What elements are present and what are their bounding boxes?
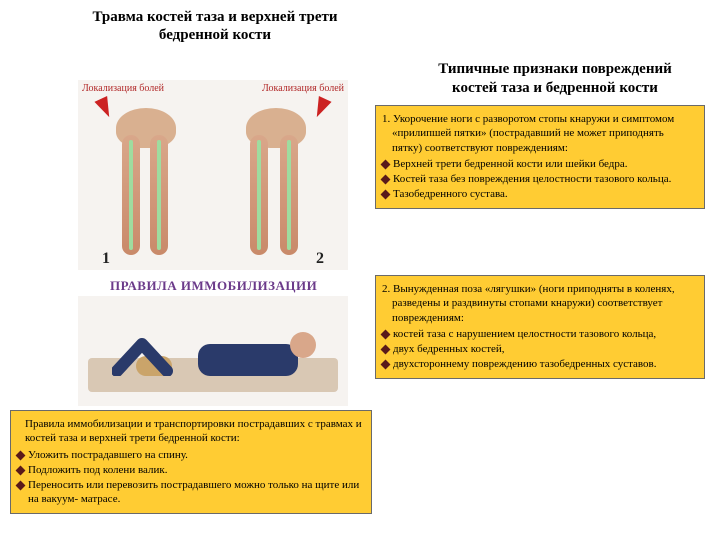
torso-shape	[198, 344, 298, 376]
rules-lead: Правила иммобилизации и транспортировки …	[17, 417, 363, 446]
rules-item: Уложить пострадавшего на спину.	[17, 448, 363, 462]
bent-legs	[112, 336, 192, 366]
lying-illustration	[78, 296, 348, 406]
rules-box: Правила иммобилизации и транспортировки …	[10, 410, 372, 514]
main-title: Травма костей таза и верхней трети бедре…	[60, 8, 370, 44]
pain-label-left: Локализация болей	[82, 84, 164, 94]
signs1-item: Тазобедренного сустава.	[382, 187, 696, 201]
signs-box-1: 1. Укорочение ноги с разворотом стопы кн…	[375, 105, 705, 209]
head-shape	[290, 332, 316, 358]
pain-label-right: Локализация болей	[262, 84, 344, 94]
rules-item: Переносить или перевозить пострадавшего …	[17, 478, 363, 507]
signs1-item: Верхней трети бедренной кости или шейки …	[382, 157, 696, 171]
signs2-item: костей таза с нарушением целостности таз…	[382, 327, 696, 341]
figure-number-2: 2	[316, 250, 324, 268]
signs2-lead: 2. Вынужденная поза «лягушки» (ноги прип…	[382, 282, 696, 325]
signs2-item: двухстороннему повреждению тазобедренных…	[382, 357, 696, 371]
figure-number-1: 1	[102, 250, 110, 268]
leg-fig1-left	[122, 135, 140, 255]
rules-item: Подложить под колени валик.	[17, 463, 363, 477]
pain-arrow-left	[94, 96, 115, 120]
signs2-item: двух бедренных костей,	[382, 342, 696, 356]
signs-title: Типичные признаки повреждений костей таз…	[415, 60, 695, 98]
anatomy-illustration: Локализация болей Локализация болей 1 2	[78, 80, 348, 270]
signs1-lead: 1. Укорочение ноги с разворотом стопы кн…	[382, 112, 696, 155]
leg-fig1-right	[150, 135, 168, 255]
leg-fig2-left	[250, 135, 268, 255]
signs-box-2: 2. Вынужденная поза «лягушки» (ноги прип…	[375, 275, 705, 379]
pain-arrow-right	[310, 96, 331, 120]
immobilization-band-title: ПРАВИЛА ИММОБИЛИЗАЦИИ	[110, 278, 317, 294]
leg-fig2-right	[280, 135, 298, 255]
signs1-item: Костей таза без повреждения целостности …	[382, 172, 696, 186]
